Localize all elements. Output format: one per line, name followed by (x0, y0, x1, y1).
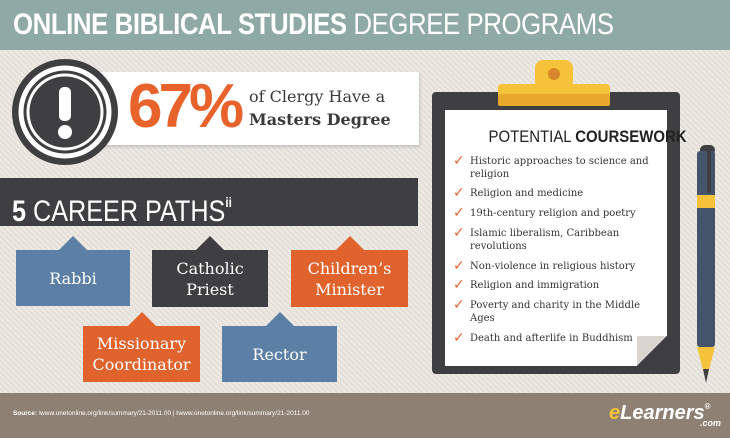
checkmark-icon: ✓ (453, 153, 465, 169)
career-box-catholic-priest: Catholic Priest (152, 236, 268, 307)
checkmark-icon: ✓ (453, 205, 465, 221)
stat-text-line2: Masters Degree (249, 110, 391, 129)
checkmark-icon: ✓ (453, 330, 465, 346)
career-name: Rabbi (49, 268, 97, 288)
clipboard-clip-icon (498, 60, 610, 106)
page-title: ONLINE BIBLICAL STUDIES DEGREE PROGRAMS (13, 7, 614, 43)
paper-folded-corner (637, 336, 667, 366)
logo-e: e (609, 402, 621, 424)
checkmark-icon: ✓ (453, 258, 465, 274)
coursework-list: ✓ Historic approaches to science and reli… (453, 153, 663, 348)
coursework-item-text: Historic approaches to science and relig… (470, 156, 649, 180)
career-box-pointer (335, 236, 364, 250)
coursework-item-text: Religion and immigration (470, 280, 600, 291)
list-item: ✓ Islamic liberalism, Caribbean revolutio… (453, 225, 663, 260)
stat-percent: 67% (128, 72, 244, 141)
checkmark-icon: ✓ (453, 297, 465, 313)
page-title-bold: ONLINE BIBLICAL STUDIES (13, 8, 347, 41)
career-count: 5 (12, 195, 27, 228)
career-box-rabbi: Rabbi (16, 236, 130, 306)
list-item: ✓ Historic approaches to science and reli… (453, 153, 663, 187)
coursework-item-text: Non-violence in religious history (470, 261, 636, 272)
list-item: ✓ Religion and immigration (453, 277, 663, 299)
career-paths-banner (0, 178, 418, 226)
career-label: CAREER PATHS (33, 195, 226, 228)
career-box-missionary-coordinator: Missionary Coordinator (83, 312, 200, 382)
career-name: Missionary Coordinator (92, 334, 191, 374)
coursework-item-text: Poverty and charity in the Middle Ages (470, 300, 641, 324)
list-item: ✓ Death and afterlife in Buddhism (453, 330, 663, 348)
page-title-rest: DEGREE PROGRAMS (346, 8, 614, 41)
coursework-item-text: 19th-century religion and poetry (470, 208, 636, 219)
coursework-item-text: Religion and medicine (470, 188, 584, 199)
logo-name: Learners (620, 402, 705, 424)
source-text: ʲwww.onetonline.org/link/summary/21-2011… (39, 410, 310, 417)
coursework-title: POTENTIAL COURSEWORK (488, 127, 687, 147)
coursework-item-text: Islamic liberalism, Caribbean revolution… (470, 228, 620, 252)
coursework-title-bold: COURSEWORK (575, 127, 687, 146)
checkmark-icon: ✓ (453, 225, 465, 241)
title-banner (0, 0, 730, 50)
source-citation: Source: ʲwww.onetonline.org/link/summary… (13, 410, 309, 417)
coursework-title-plain: POTENTIAL (488, 127, 576, 146)
pen-icon (697, 145, 715, 383)
checkmark-icon: ✓ (453, 185, 465, 201)
career-box-pointer (59, 236, 87, 250)
footer-bar (0, 393, 730, 438)
list-item: ✓ Religion and medicine (453, 185, 663, 207)
stat-card (58, 72, 419, 145)
stat-text-line1: of Clergy Have a (249, 87, 386, 106)
coursework-item-text: Death and afterlife in Buddhism (470, 333, 633, 344)
career-box-childrens-minister: Children’s Minister (291, 236, 408, 307)
list-item: ✓ Poverty and charity in the Middle Ages (453, 297, 663, 332)
elearners-logo[interactable]: eLearners® (609, 402, 711, 425)
career-box-pointer (265, 312, 294, 326)
list-item: ✓ 19th-century religion and poetry (453, 205, 663, 227)
exclamation-seal-icon (12, 59, 118, 165)
logo-domain: .com (700, 418, 722, 428)
career-name: Rector (252, 344, 307, 364)
list-item: ✓ Non-violence in religious history (453, 258, 663, 279)
career-box-pointer (196, 236, 224, 250)
checkmark-icon: ✓ (453, 277, 465, 293)
career-name: Catholic Priest (176, 258, 244, 299)
logo-reg: ® (704, 402, 711, 411)
career-name: Children’s Minister (307, 258, 392, 299)
career-footnote: ii (225, 194, 232, 210)
career-box-rector: Rector (222, 312, 337, 382)
career-paths-title: 5 CAREER PATHSii (12, 184, 232, 230)
source-label: Source: (13, 410, 38, 417)
career-box-pointer (127, 312, 156, 326)
clipboard-paper (445, 110, 667, 366)
